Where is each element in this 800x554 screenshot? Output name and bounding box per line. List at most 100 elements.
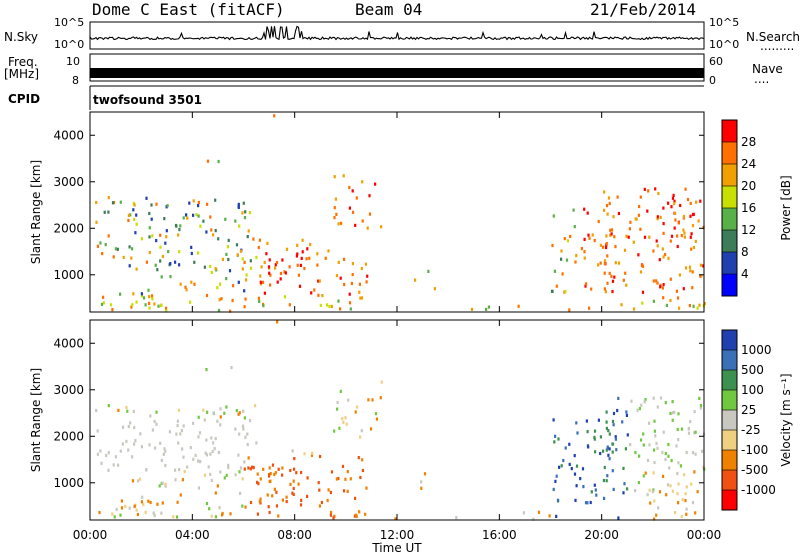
echo-cell (586, 501, 589, 505)
echo-cell (295, 471, 298, 475)
echo-cell (698, 303, 701, 307)
echo-cell (269, 283, 272, 287)
echo-cell (669, 298, 672, 303)
echo-cell (205, 453, 209, 457)
x-tick-label: 04:00 (175, 528, 210, 542)
echo-cell (699, 199, 702, 203)
echo-cell (216, 484, 219, 488)
echo-cell (679, 203, 682, 208)
echo-cell (655, 441, 658, 446)
echo-cell (608, 271, 611, 275)
echo-cell (670, 205, 673, 209)
echo-cell (211, 449, 214, 454)
echo-cell (557, 437, 560, 441)
echo-cell (276, 320, 279, 324)
echo-cell (229, 309, 232, 313)
echo-cell (199, 460, 202, 464)
echo-cell (217, 450, 220, 455)
echo-cell (247, 456, 250, 460)
echo-cell (339, 389, 342, 393)
echo-cell (217, 159, 220, 164)
echo-cell (306, 476, 309, 480)
echo-cell (656, 405, 659, 409)
echo-cell (622, 466, 625, 470)
echo-cell (188, 201, 191, 205)
echo-cell (217, 308, 221, 313)
echo-cell (556, 498, 560, 502)
echo-cell (346, 489, 349, 493)
echo-cell (177, 233, 180, 237)
echo-cell (148, 295, 151, 299)
echo-cell (223, 411, 226, 415)
echo-cell (147, 499, 150, 503)
echo-cell (569, 234, 572, 239)
echo-cell (254, 404, 257, 408)
echo-cell (683, 235, 686, 239)
echo-cell (318, 504, 321, 508)
echo-cell (245, 273, 248, 277)
echo-cell (553, 440, 556, 444)
y-tick-label: 4000 (53, 128, 84, 142)
echo-cell (190, 280, 193, 284)
echo-cell (359, 435, 362, 439)
echo-cell (613, 275, 616, 279)
echo-cell (285, 500, 288, 504)
echo-cell (164, 449, 167, 453)
echo-cell (163, 217, 166, 221)
echo-cell (455, 516, 458, 520)
echo-cell (258, 238, 261, 242)
echo-cell (214, 198, 217, 202)
echo-cell (289, 482, 292, 486)
echo-cell (562, 458, 565, 463)
echo-cell (102, 301, 105, 305)
echo-cell (348, 185, 351, 190)
echo-cell (614, 437, 617, 441)
echo-cell (627, 235, 630, 239)
echo-cell (159, 303, 163, 308)
echo-cell (361, 468, 364, 473)
echo-cell (193, 260, 196, 264)
echo-cell (605, 479, 608, 483)
echo-cell (336, 400, 339, 404)
echo-cell (259, 274, 262, 278)
echo-cell (611, 290, 614, 294)
echo-cell (256, 480, 259, 484)
echo-cell (639, 227, 642, 231)
echo-cell (662, 206, 665, 210)
echo-cell (637, 253, 640, 257)
echo-cell (248, 211, 252, 215)
echo-cell (532, 517, 535, 521)
echo-cell (269, 479, 272, 483)
echo-cell (206, 159, 210, 163)
echo-cell (153, 513, 156, 518)
echo-cell (316, 263, 319, 267)
echo-cell (311, 451, 314, 455)
echo-cell (685, 507, 688, 511)
echo-cell (160, 511, 163, 515)
echo-cell (303, 266, 306, 271)
echo-cell (612, 215, 615, 219)
echo-cell (135, 213, 138, 217)
echo-cell (117, 463, 120, 467)
echo-cell (575, 484, 578, 488)
echo-cell (176, 424, 179, 428)
echo-cell (517, 304, 520, 308)
echo-cell (238, 470, 241, 474)
echo-cell (154, 446, 157, 450)
echo-cell (300, 498, 303, 502)
echo-cell (672, 193, 675, 197)
echo-cell (622, 491, 625, 495)
echo-cell (197, 251, 200, 255)
echo-cell (371, 398, 374, 402)
echo-cell (197, 459, 200, 463)
echo-cell (640, 403, 643, 407)
echo-cell (319, 454, 322, 459)
echo-cell (275, 504, 279, 508)
echo-cell (606, 212, 609, 216)
echo-cell (605, 234, 608, 238)
echo-cell (560, 249, 563, 253)
echo-cell (326, 498, 329, 503)
colorbar-tick-label: 24 (741, 157, 756, 171)
echo-cell (227, 465, 230, 470)
nave-tick-low: 0 (709, 74, 716, 87)
